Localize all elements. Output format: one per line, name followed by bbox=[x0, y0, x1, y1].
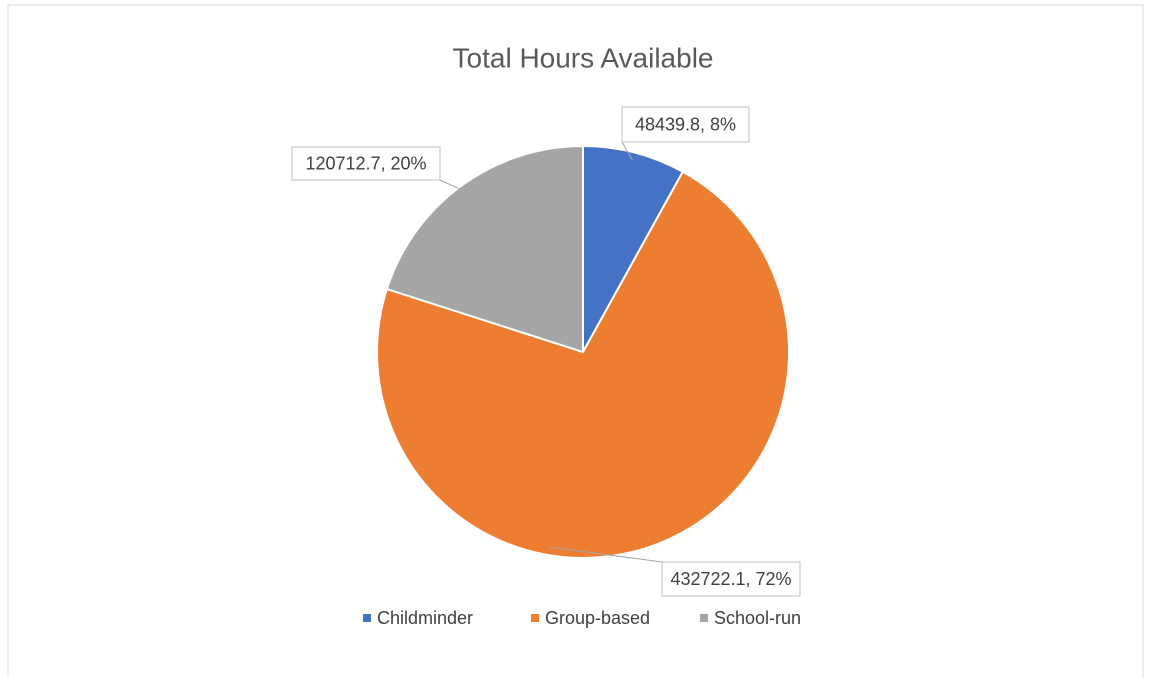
data-label-box bbox=[621, 106, 750, 143]
data-label: 432722.1, 72% bbox=[670, 569, 791, 589]
legend-marker bbox=[363, 614, 371, 622]
pie-slice bbox=[376, 170, 790, 559]
leader-line bbox=[621, 141, 633, 161]
legend-label: Group-based bbox=[545, 608, 650, 628]
legend-label: School-run bbox=[714, 608, 801, 628]
pie-slice bbox=[582, 144, 685, 356]
legend-marker bbox=[531, 614, 539, 622]
leader-line bbox=[548, 546, 663, 563]
data-label: 48439.8, 8% bbox=[635, 114, 736, 134]
legend-marker bbox=[700, 614, 708, 622]
chart-title: Total Hours Available bbox=[453, 42, 714, 73]
data-label-box bbox=[291, 146, 441, 181]
data-label: 120712.7, 20% bbox=[305, 153, 426, 173]
leader-line bbox=[439, 179, 467, 193]
legend-label: Childminder bbox=[377, 608, 473, 628]
data-label-box bbox=[661, 561, 801, 597]
pie-slice bbox=[385, 144, 584, 354]
chart-border bbox=[7, 4, 1144, 678]
